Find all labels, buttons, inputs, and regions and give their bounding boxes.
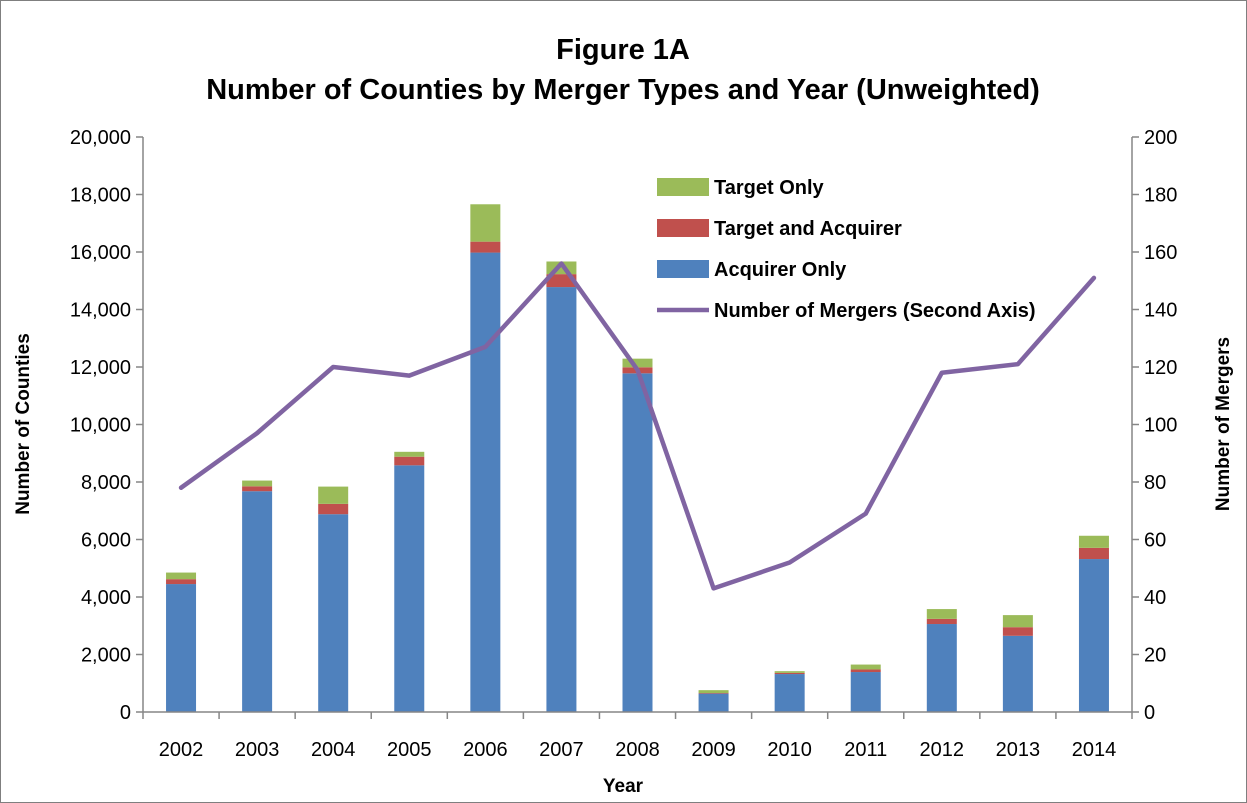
bar-target-only-2003 bbox=[242, 480, 273, 487]
bar-target-only-2011 bbox=[850, 664, 881, 670]
x-tick-label: 2006 bbox=[463, 739, 508, 761]
bar-acquirer-only-2011 bbox=[850, 672, 881, 712]
left-tick-label: 14,000 bbox=[70, 300, 131, 322]
legend-label-target-and-acquirer: Target and Acquirer bbox=[714, 218, 902, 240]
left-tick-label: 16,000 bbox=[70, 242, 131, 264]
left-tick-label: 10,000 bbox=[70, 415, 131, 437]
bar-acquirer-only-2006 bbox=[470, 252, 501, 712]
bar-target-and-acquirer-2002 bbox=[166, 579, 197, 585]
right-tick-label: 120 bbox=[1144, 357, 1177, 379]
line-group bbox=[178, 261, 1097, 591]
bar-acquirer-only-2005 bbox=[394, 465, 425, 712]
bar-target-and-acquirer-2004 bbox=[318, 503, 349, 515]
bar-acquirer-only-2007 bbox=[546, 287, 577, 712]
right-tick-label: 200 bbox=[1144, 127, 1177, 149]
bar-target-only-2004 bbox=[318, 486, 349, 504]
bar-acquirer-only-2010 bbox=[774, 674, 805, 712]
bar-target-and-acquirer-2003 bbox=[242, 486, 273, 492]
legend-label-acquirer-only: Acquirer Only bbox=[714, 259, 847, 281]
bar-acquirer-only-2012 bbox=[926, 624, 957, 712]
right-tick-label: 80 bbox=[1144, 472, 1166, 494]
legend-swatch-target-only bbox=[657, 178, 709, 196]
bar-acquirer-only-2003 bbox=[242, 491, 273, 712]
x-tick-label: 2014 bbox=[1072, 739, 1117, 761]
x-tick-label: 2008 bbox=[615, 739, 660, 761]
legend-swatch-target-and-acquirer bbox=[657, 219, 709, 237]
x-tick-label: 2011 bbox=[844, 739, 887, 761]
left-tick-label: 4,000 bbox=[81, 587, 131, 609]
right-tick-label: 20 bbox=[1144, 645, 1166, 667]
x-tick-label: 2010 bbox=[767, 739, 812, 761]
right-tick-label: 100 bbox=[1144, 415, 1177, 437]
bar-acquirer-only-2004 bbox=[318, 514, 349, 712]
left-tick-label: 6,000 bbox=[81, 530, 131, 552]
bar-target-and-acquirer-2011 bbox=[850, 669, 881, 673]
right-tick-label: 140 bbox=[1144, 300, 1177, 322]
bar-target-only-2012 bbox=[926, 609, 957, 619]
bar-target-and-acquirer-2012 bbox=[926, 618, 957, 625]
bar-acquirer-only-2009 bbox=[698, 693, 729, 712]
y-axis-title: Number of Counties bbox=[13, 333, 34, 515]
x-tick-label: 2012 bbox=[920, 739, 965, 761]
bar-target-and-acquirer-2009 bbox=[698, 693, 729, 694]
left-tick-group: 0 2,000 4,000 6,000 8,000 10,000 12,000 14,000 1… bbox=[70, 127, 143, 724]
bar-acquirer-only-2002 bbox=[166, 584, 197, 712]
bar-target-only-2013 bbox=[1002, 615, 1033, 628]
bar-target-and-acquirer-2014 bbox=[1078, 547, 1109, 560]
left-tick-label: 8,000 bbox=[81, 472, 131, 494]
bar-target-only-2014 bbox=[1078, 535, 1109, 548]
x-tick-label: 2004 bbox=[311, 739, 356, 761]
legend-swatch-acquirer-only bbox=[657, 260, 709, 278]
right-tick-label: 40 bbox=[1144, 587, 1166, 609]
x-tick-label: 2003 bbox=[235, 739, 280, 761]
bar-target-only-2008 bbox=[622, 358, 653, 368]
bar-acquirer-only-2014 bbox=[1078, 559, 1109, 712]
x-tick-label: 2005 bbox=[387, 739, 432, 761]
legend: Target Only Target and Acquirer Acquirer O… bbox=[657, 177, 1036, 322]
bar-acquirer-only-2013 bbox=[1002, 635, 1033, 712]
bar-target-only-2006 bbox=[470, 204, 501, 242]
bar-target-and-acquirer-2013 bbox=[1002, 627, 1033, 636]
bars-group bbox=[166, 204, 1109, 712]
y2-axis-title: Number of Mergers bbox=[1213, 337, 1234, 511]
bar-target-and-acquirer-2005 bbox=[394, 456, 425, 466]
bar-target-only-2010 bbox=[774, 671, 805, 673]
left-tick-label: 20,000 bbox=[70, 127, 131, 149]
left-tick-label: 2,000 bbox=[81, 645, 131, 667]
x-tick-group: 2002 2003 2004 2005 2006 2007 2008 2009 2010 2011… bbox=[142, 712, 1133, 761]
legend-label-target-only: Target Only bbox=[714, 177, 825, 199]
right-tick-label: 180 bbox=[1144, 185, 1177, 207]
right-tick-label: 160 bbox=[1144, 242, 1177, 264]
left-tick-label: 0 bbox=[120, 702, 131, 724]
bar-target-only-2002 bbox=[166, 572, 197, 580]
chart-title-line2: Number of Counties by Merger Types and Y… bbox=[206, 74, 1040, 106]
bar-target-only-2009 bbox=[698, 690, 729, 694]
bar-target-only-2005 bbox=[394, 451, 425, 457]
x-tick-label: 2002 bbox=[159, 739, 204, 761]
left-tick-label: 12,000 bbox=[70, 357, 131, 379]
chart-title-line1: Figure 1A bbox=[556, 34, 690, 66]
bar-target-and-acquirer-2010 bbox=[774, 672, 805, 675]
left-tick-label: 18,000 bbox=[70, 185, 131, 207]
x-tick-label: 2009 bbox=[691, 739, 736, 761]
right-tick-label: 60 bbox=[1144, 530, 1166, 552]
legend-label-number-of-mergers-second-axis: Number of Mergers (Second Axis) bbox=[714, 300, 1036, 322]
right-tick-group: 0 20 40 60 80 100 120 140 160 180 200 bbox=[1132, 127, 1177, 724]
line-number-of-mergers-second-axis bbox=[178, 261, 1097, 591]
bar-acquirer-only-2008 bbox=[622, 373, 653, 712]
bar-target-and-acquirer-2006 bbox=[470, 241, 501, 253]
x-tick-label: 2013 bbox=[996, 739, 1041, 761]
x-tick-label: 2007 bbox=[539, 739, 584, 761]
right-tick-label: 0 bbox=[1144, 702, 1155, 724]
x-axis-title: Year bbox=[603, 776, 644, 797]
